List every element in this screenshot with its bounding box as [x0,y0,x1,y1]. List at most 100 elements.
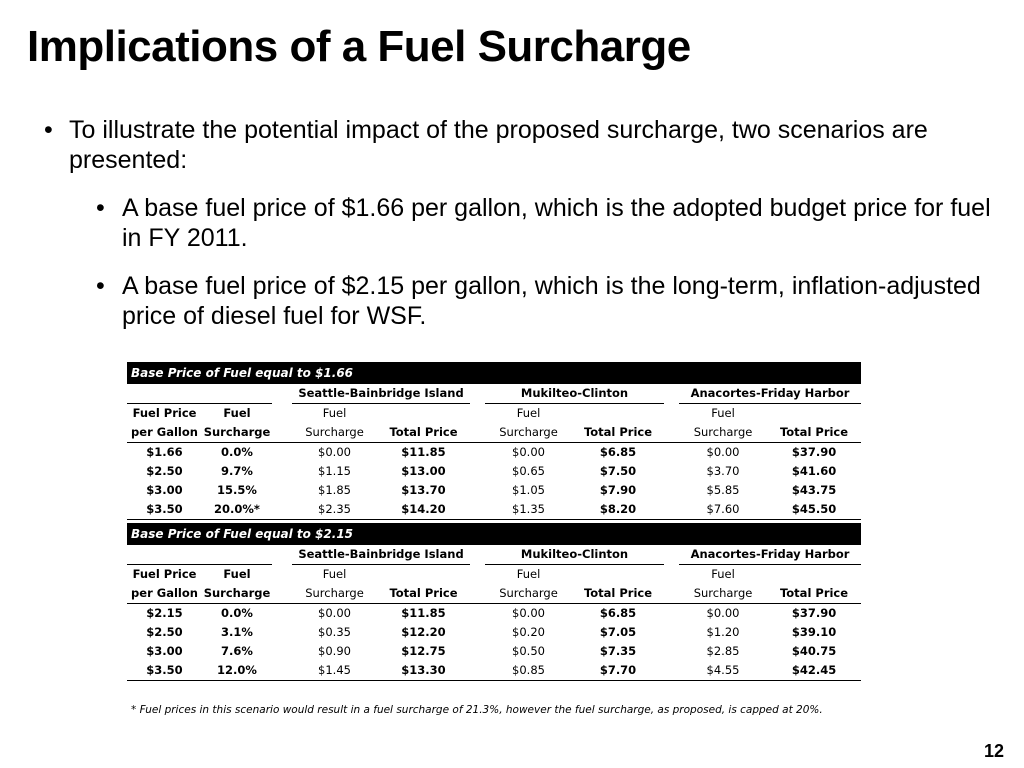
page-number: 12 [983,741,1004,761]
column-header: Fuel [516,406,541,420]
column-header: Fuel [711,567,735,581]
surcharge-cell: $0.20 [512,625,545,639]
total-price-cell: $11.85 [401,445,446,459]
column-header: Fuel [711,406,735,420]
bullet-main-text: To illustrate the potential impact of th… [69,116,928,174]
table-footnote: * Fuel prices in this scenario would res… [131,704,823,716]
total-price-cell: $13.00 [401,464,446,478]
fuel-price-cell: $2.15 [146,606,183,620]
surcharge-cell: $1.35 [485,500,572,520]
column-header: Fuel [322,567,347,581]
surcharge-cell: $1.45 [292,661,377,681]
total-price-cell: $45.50 [767,500,862,520]
total-price-cell: $7.50 [599,464,637,478]
route-header: Seattle-Bainbridge Island [292,545,470,565]
bullet-list: • To illustrate the potential impact of … [44,115,1004,331]
fuel-price-cell: $2.50 [146,625,183,639]
fuel-price-cell: $3.00 [146,483,183,497]
column-header-row: Fuel Price Fuel Fuel Fuel Fuel [127,565,861,585]
column-header: Surcharge [292,584,377,604]
surcharge-cell: $0.35 [318,625,351,639]
surcharge-cell: $0.50 [512,644,545,658]
total-price-cell: $41.60 [791,464,837,478]
column-header: Fuel [516,567,541,581]
column-header: Fuel Price [132,567,197,581]
surcharge-cell: $0.90 [318,644,351,658]
column-header: per Gallon [127,584,202,604]
bullet-dot-icon: • [96,194,105,222]
table-row: $3.00 7.6% $0.90 $12.75 $0.50 $7.35 $2.8… [127,642,861,661]
table-row: $2.50 3.1% $0.35 $12.20 $0.20 $7.05 $1.2… [127,623,861,642]
total-price-cell: $14.20 [377,500,470,520]
column-header: Surcharge [485,423,572,443]
table-row: $3.00 15.5% $1.85 $13.70 $1.05 $7.90 $5.… [127,481,861,500]
column-header: Total Price [377,423,470,443]
fuel-price-cell: $1.66 [146,445,183,459]
column-header: Total Price [767,584,862,604]
surcharge-pct-cell: 7.6% [221,644,253,658]
route-header-row: Seattle-Bainbridge Island Mukilteo-Clint… [127,384,862,404]
fuel-price-cell: $3.50 [127,661,202,681]
column-header: Fuel Price [132,406,197,420]
table-band-title: Base Price of Fuel equal to $2.15 [127,523,861,545]
table-row: $2.50 9.7% $1.15 $13.00 $0.65 $7.50 $3.7… [127,462,861,481]
total-price-cell: $37.90 [791,445,837,459]
surcharge-cell: $0.85 [485,661,572,681]
surcharge-pct-cell: 0.0% [221,606,253,620]
surcharge-cell: $2.85 [706,644,740,658]
surcharge-tables: Base Price of Fuel equal to $1.66 Seattl… [127,362,862,681]
route-header: Mukilteo-Clinton [485,545,665,565]
total-price-cell: $37.90 [791,606,837,620]
column-header: per Gallon [127,423,202,443]
total-price-cell: $40.75 [791,644,837,658]
total-price-cell: $13.70 [401,483,446,497]
total-price-cell: $7.35 [599,644,637,658]
surcharge-cell: $1.15 [318,464,351,478]
total-price-cell: $43.75 [791,483,837,497]
route-header-row: Seattle-Bainbridge Island Mukilteo-Clint… [127,545,862,565]
surcharge-pct-cell: 0.0% [221,445,253,459]
total-price-cell: $6.85 [599,445,637,459]
column-header-row: per Gallon Surcharge Surcharge Total Pri… [127,584,862,604]
route-header: Anacortes-Friday Harbor [679,384,862,404]
bullet-sub-1: • A base fuel price of $1.66 per gallon,… [44,193,1004,253]
column-header: Fuel [223,567,251,581]
bullet-sub-text: A base fuel price of $1.66 per gallon, w… [122,194,991,252]
total-price-cell: $8.20 [572,500,665,520]
column-header: Total Price [377,584,470,604]
fuel-price-cell: $3.00 [146,644,183,658]
surcharge-cell: $4.55 [679,661,768,681]
column-header: Surcharge [202,584,272,604]
column-header: Total Price [767,423,862,443]
column-header: Total Price [572,423,665,443]
fuel-price-cell: $3.50 [127,500,202,520]
surcharge-cell: $5.85 [706,483,740,497]
total-price-cell: $7.90 [599,483,637,497]
surcharge-pct-cell: 20.0%* [202,500,272,520]
total-price-cell: $6.85 [599,606,637,620]
table-band-title: Base Price of Fuel equal to $1.66 [127,362,861,384]
column-header: Surcharge [679,584,768,604]
surcharge-pct-cell: 9.7% [221,464,253,478]
total-price-cell: $11.85 [401,606,446,620]
surcharge-cell: $3.70 [706,464,740,478]
route-header: Mukilteo-Clinton [485,384,665,404]
column-header: Fuel [322,406,347,420]
column-header: Surcharge [202,423,272,443]
column-header: Surcharge [679,423,768,443]
total-price-cell: $7.05 [599,625,637,639]
surcharge-cell: $0.00 [512,606,545,620]
table-row: $3.50 20.0%* $2.35 $14.20 $1.35 $8.20 $7… [127,500,862,520]
bullet-sub-2: • A base fuel price of $2.15 per gallon,… [44,271,1004,331]
total-price-cell: $12.75 [401,644,446,658]
surcharge-cell: $7.60 [679,500,768,520]
total-price-cell: $12.20 [401,625,446,639]
table-row: $2.15 0.0% $0.00 $11.85 $0.00 $6.85 $0.0… [127,604,861,624]
surcharge-cell: $1.05 [512,483,545,497]
total-price-cell: $7.70 [572,661,665,681]
surcharge-table-1: Seattle-Bainbridge Island Mukilteo-Clint… [127,384,862,520]
bullet-dot-icon: • [44,116,53,144]
table-row: $1.66 0.0% $0.00 $11.85 $0.00 $6.85 $0.0… [127,443,861,463]
column-header-row: per Gallon Surcharge Surcharge Total Pri… [127,423,862,443]
surcharge-cell: $2.35 [292,500,377,520]
